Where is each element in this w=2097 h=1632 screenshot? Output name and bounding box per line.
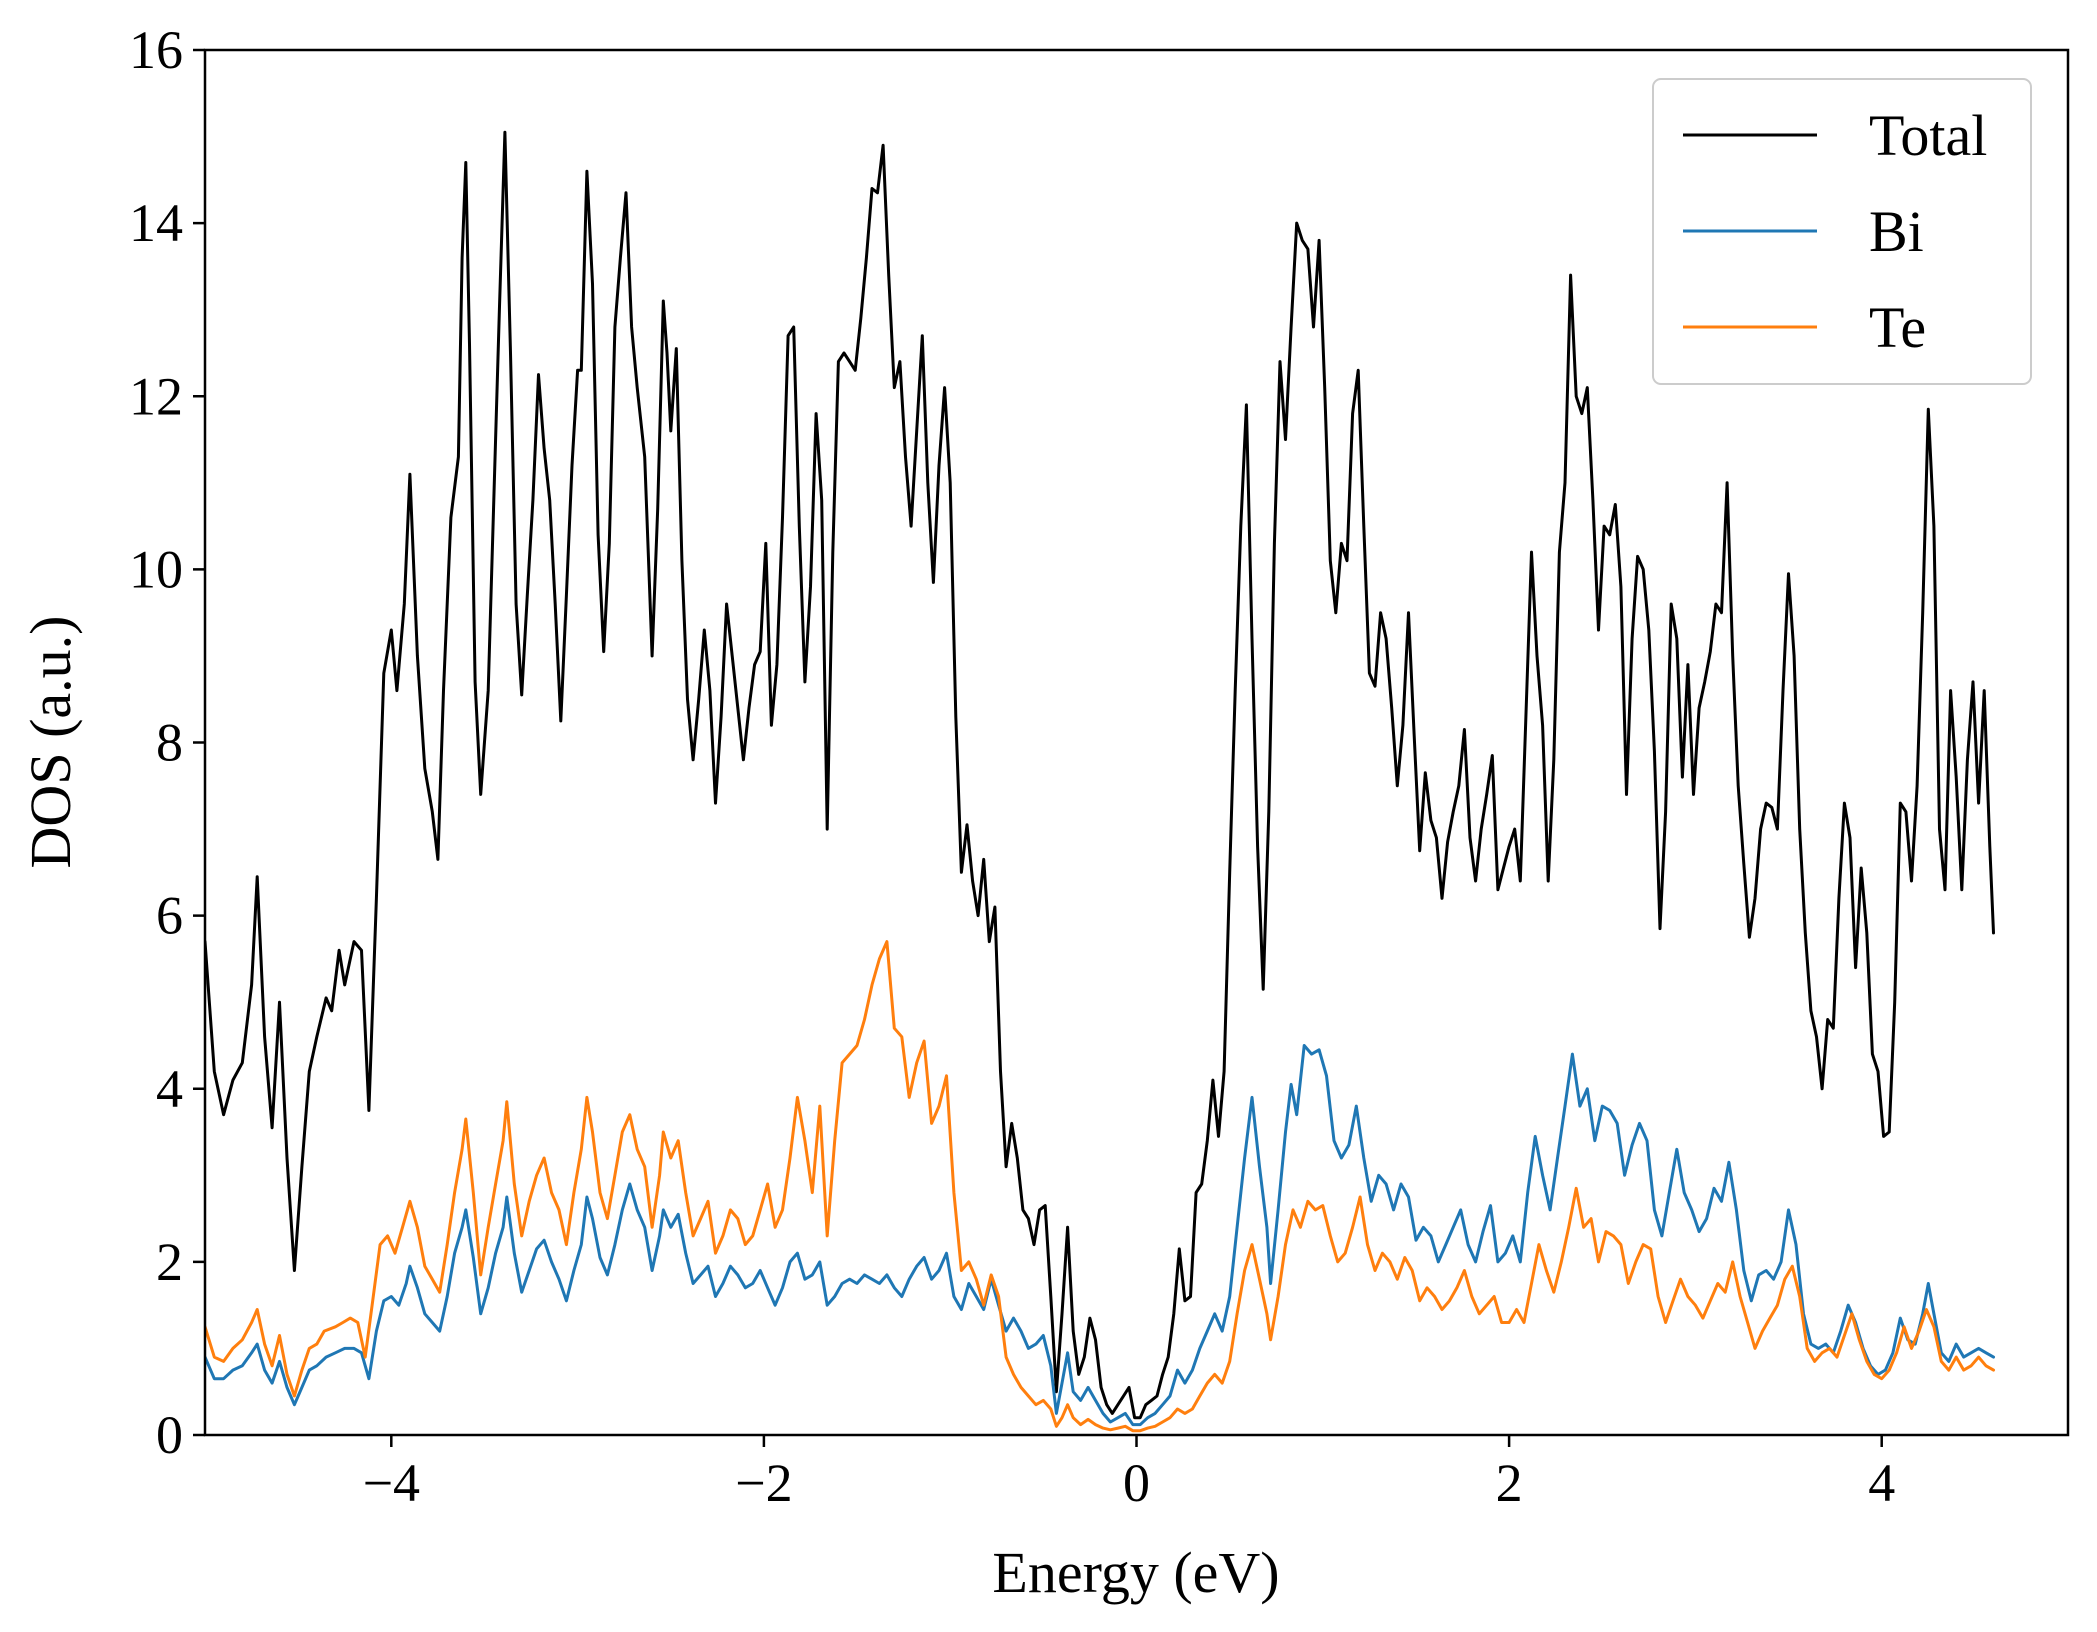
legend-label-total: Total xyxy=(1869,103,1987,168)
x-tick-label: −2 xyxy=(735,1453,792,1513)
x-tick-label: −4 xyxy=(363,1453,420,1513)
y-tick-label: 2 xyxy=(156,1232,183,1292)
x-tick-label: 0 xyxy=(1123,1453,1150,1513)
y-axis-label: DOS (a.u.) xyxy=(18,616,83,869)
legend: Total Bi Te xyxy=(1652,78,2032,385)
y-tick-label: 0 xyxy=(156,1405,183,1465)
series-line-bi xyxy=(205,1044,1995,1427)
y-tick-label: 14 xyxy=(129,193,183,253)
series-layer xyxy=(205,130,1995,1433)
y-axis-ticks: 0 2 4 6 8 10 12 14 16 xyxy=(129,20,205,1465)
y-tick-label: 16 xyxy=(129,20,183,80)
y-tick-label: 12 xyxy=(129,366,183,426)
legend-label-te: Te xyxy=(1869,295,1926,360)
y-tick-label: 8 xyxy=(156,713,183,773)
x-axis-label: Energy (eV) xyxy=(992,1540,1279,1605)
legend-items: Total Bi Te xyxy=(1683,103,1987,360)
x-tick-label: 2 xyxy=(1496,1453,1523,1513)
y-tick-label: 10 xyxy=(129,539,183,599)
x-axis-ticks: −4 −2 0 2 4 xyxy=(363,1435,1895,1513)
legend-box xyxy=(1652,78,2032,385)
y-tick-label: 4 xyxy=(156,1059,183,1119)
legend-label-bi: Bi xyxy=(1869,199,1924,264)
y-tick-label: 6 xyxy=(156,886,183,946)
series-line-te xyxy=(205,940,1995,1433)
x-tick-label: 4 xyxy=(1868,1453,1895,1513)
series-line-total xyxy=(205,130,1995,1420)
